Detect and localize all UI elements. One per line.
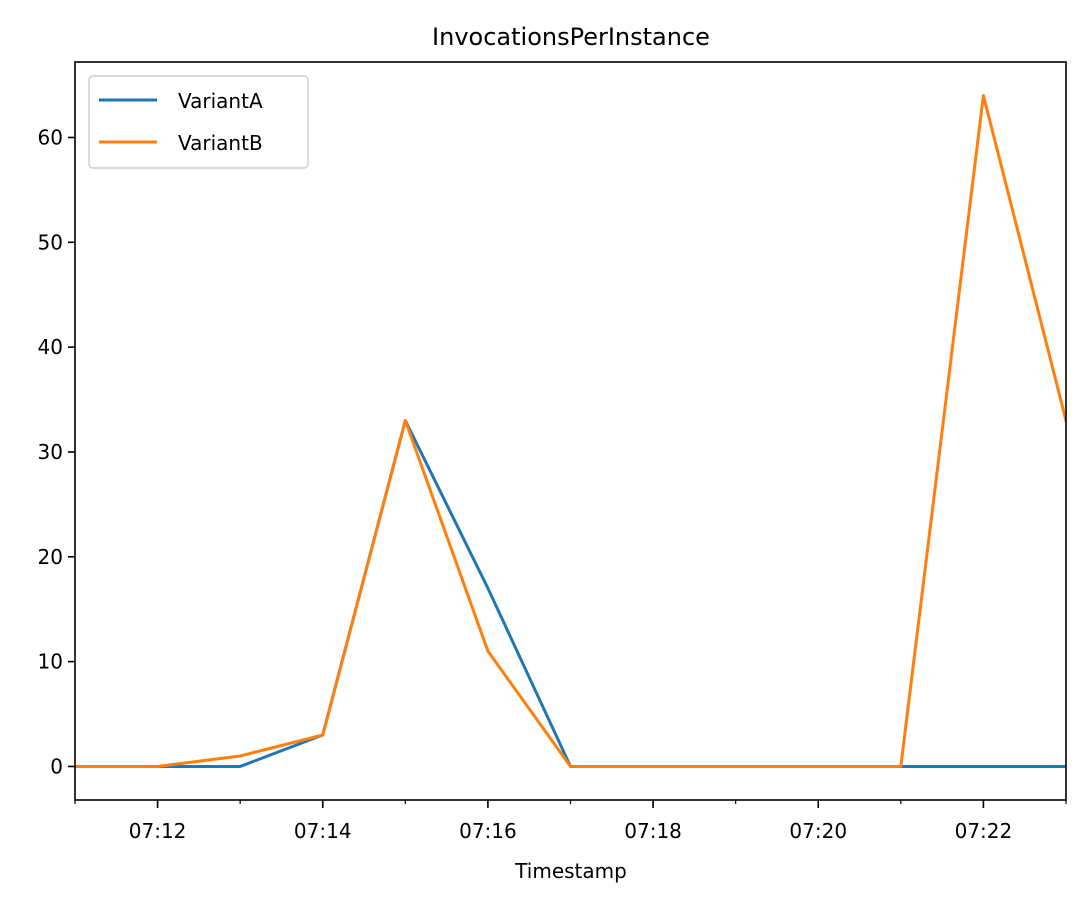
x-tick-label: 07:12: [129, 819, 187, 843]
y-tick-label: 30: [38, 440, 63, 464]
y-tick-label: 40: [38, 335, 63, 359]
x-tick-label: 07:18: [624, 819, 682, 843]
x-tick-label: 07:22: [955, 819, 1013, 843]
plot-frame: [74, 61, 1067, 801]
y-tick-label: 60: [38, 125, 63, 149]
legend-label-varianta: VariantA: [178, 89, 263, 113]
series-line-variantb: [75, 94, 1066, 768]
x-axis-label: Timestamp: [514, 859, 627, 883]
y-tick-label: 10: [38, 650, 63, 674]
legend: VariantA VariantB: [88, 75, 309, 169]
y-tick-label: 50: [38, 230, 63, 254]
y-tick-label: 0: [50, 754, 63, 778]
legend-label-variantb: VariantB: [178, 131, 263, 155]
chart-title: InvocationsPerInstance: [432, 23, 710, 51]
y-tick-label: 20: [38, 545, 63, 569]
x-tick-label: 07:20: [789, 819, 847, 843]
plot-series: [75, 94, 1066, 768]
x-axis-ticks: 07:12 07:14 07:16 07:18 07:20 07:22: [74, 800, 1067, 843]
y-axis-ticks: 0 10 20 30 40 50 60: [38, 125, 75, 778]
x-tick-label: 07:14: [294, 819, 352, 843]
x-tick-label: 07:16: [459, 819, 517, 843]
